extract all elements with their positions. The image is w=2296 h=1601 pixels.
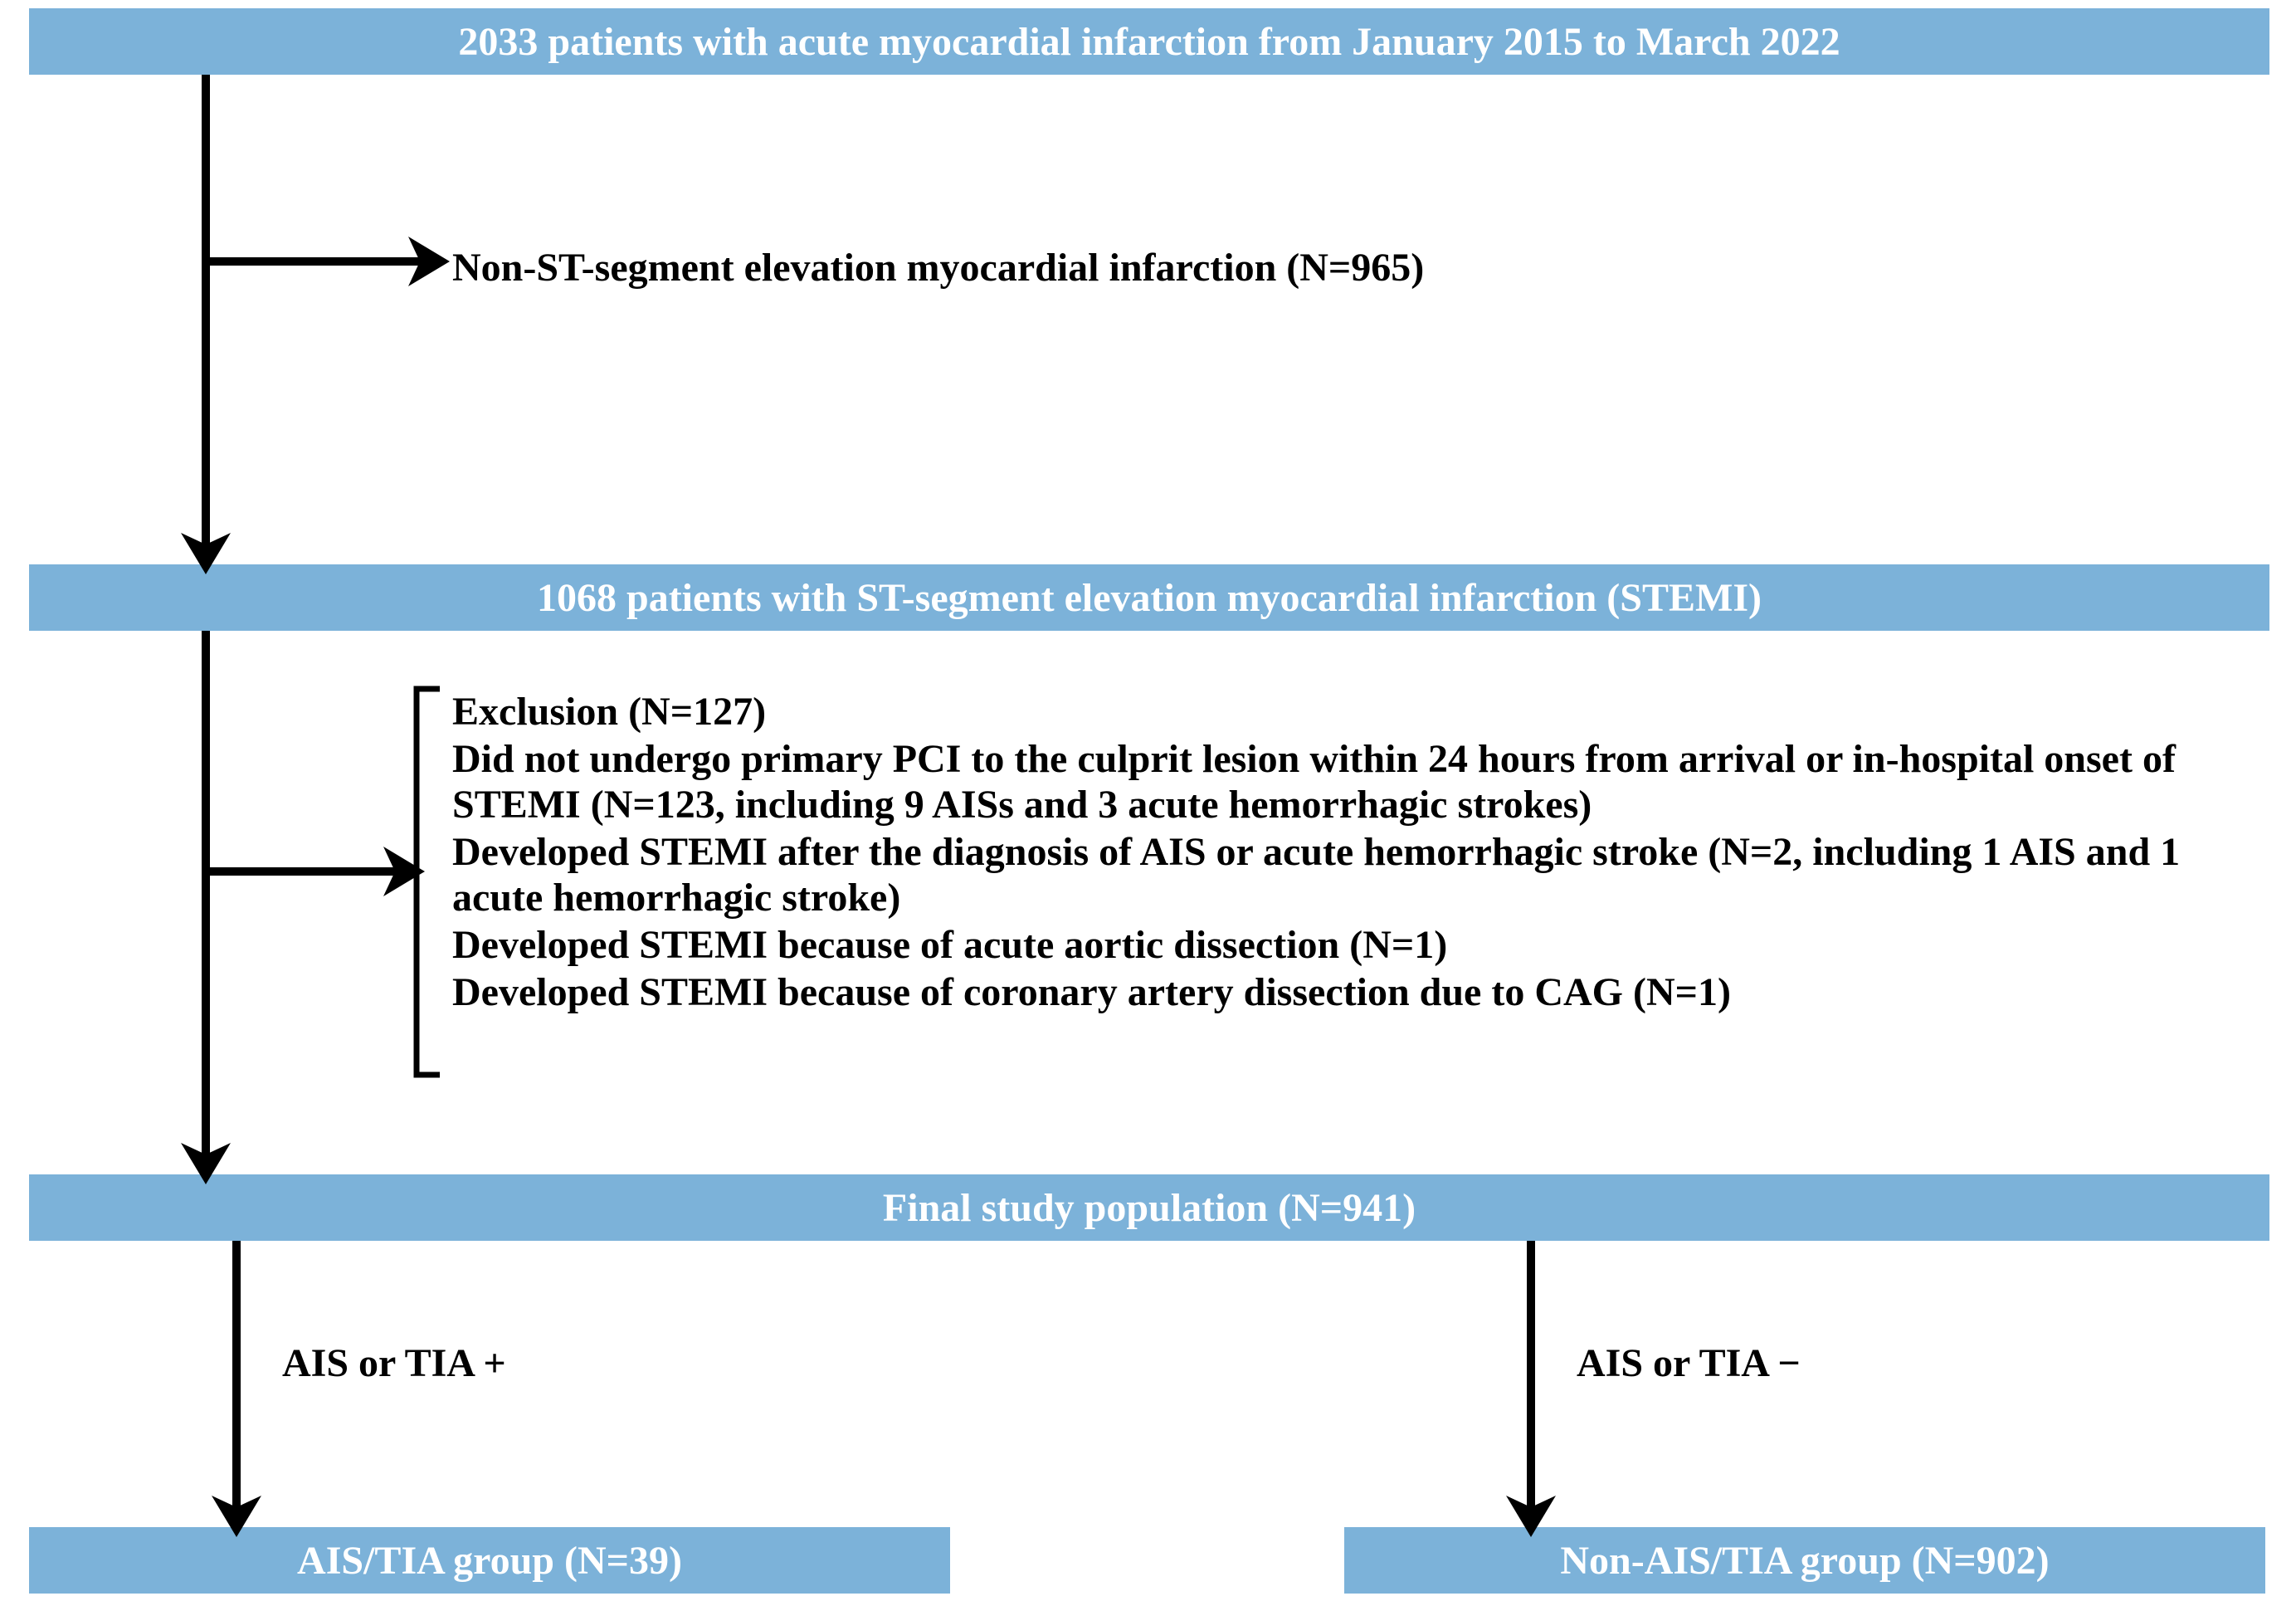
- arrows-layer: [0, 0, 2296, 1601]
